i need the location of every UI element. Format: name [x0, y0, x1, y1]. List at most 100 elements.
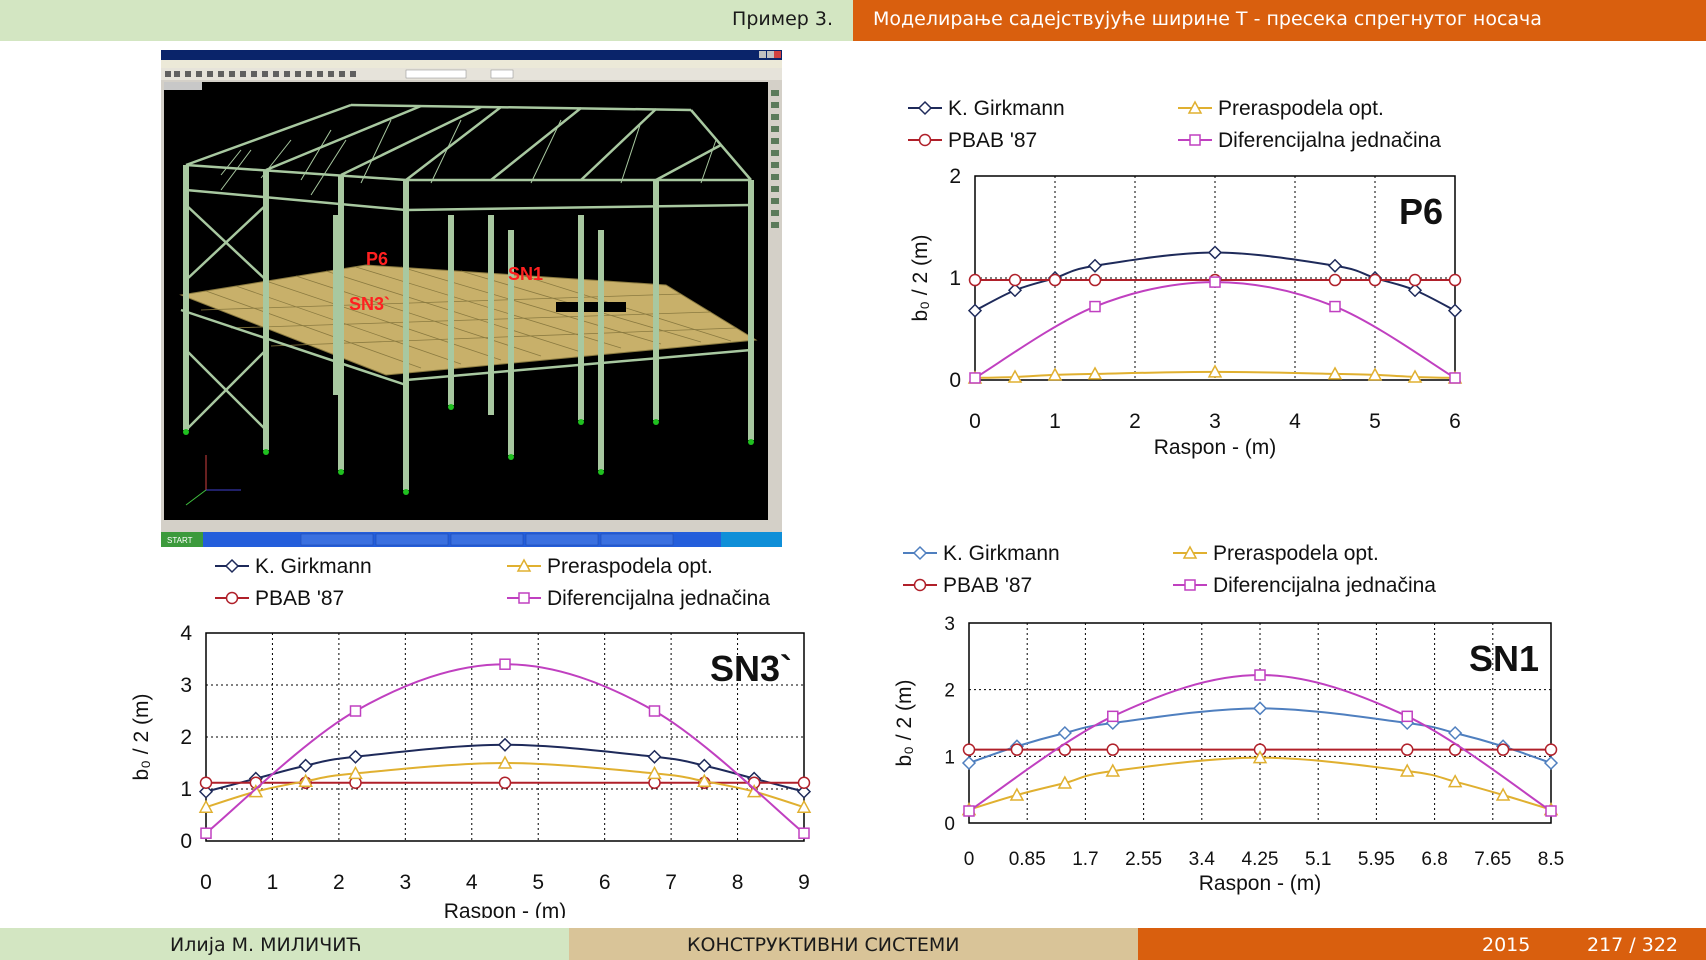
start-button [161, 532, 203, 547]
data-point [298, 773, 313, 787]
data-point [1107, 710, 1119, 723]
x-tick-label: 8 [732, 871, 744, 894]
data-point [1209, 276, 1221, 288]
data-point [348, 749, 363, 764]
x-tick-label: 5.95 [1358, 849, 1395, 870]
legend-label: Preraspodela opt. [1213, 542, 1379, 565]
model-screenshot: P6 SN3` SN1 START [161, 50, 782, 547]
x-tick-label: 1.7 [1072, 849, 1098, 870]
data-point [1207, 364, 1223, 378]
data-point [1010, 743, 1024, 756]
series-4 [969, 276, 1461, 384]
legend-marker [912, 545, 928, 561]
section-label: Пример 3. [732, 8, 833, 30]
legend-marker [1184, 579, 1196, 591]
data-point [961, 755, 977, 771]
data-point [349, 705, 362, 717]
data-point [1327, 258, 1343, 273]
data-point [1047, 367, 1063, 381]
data-point [1329, 300, 1341, 313]
x-tick-label: 6.8 [1421, 849, 1447, 870]
data-point [1087, 366, 1103, 380]
footer-course: КОНСТРУКТИВНИ СИСТЕМИ [687, 934, 960, 956]
data-point [1254, 669, 1266, 681]
legend-label: PBAB '87 [948, 129, 1037, 152]
legend-marker [516, 558, 532, 572]
data-point [648, 705, 661, 717]
data-point [1057, 725, 1072, 741]
footer-page-number: 217 / 322 [1587, 934, 1679, 956]
data-point [497, 737, 513, 752]
x-tick-label: 5 [1369, 410, 1381, 433]
series-4 [200, 658, 810, 839]
svg-text:START: START [167, 536, 193, 545]
steel-frame [183, 165, 754, 490]
data-point [1252, 701, 1268, 716]
y-tick-label: 1 [944, 747, 955, 768]
data-point [697, 758, 712, 773]
legend-label: Diferencijalna jednačina [547, 587, 770, 610]
y-axis-label: b₀ / 2 (m) [130, 694, 153, 781]
data-point [200, 827, 212, 839]
x-tick-label: 2.55 [1125, 849, 1162, 870]
x-tick-label: 1 [267, 871, 279, 894]
data-point [199, 776, 213, 790]
x-tick-label: 2 [333, 871, 345, 894]
legend-marker [918, 133, 932, 147]
data-point [969, 372, 981, 384]
data-point [499, 658, 511, 670]
y-tick-label: 2 [949, 165, 961, 188]
x-tick-label: 6 [599, 871, 611, 894]
data-point [796, 799, 812, 813]
chart-grid [969, 623, 1551, 823]
y-tick-label: 4 [180, 622, 192, 645]
data-point [1007, 283, 1023, 298]
legend-marker [225, 591, 239, 605]
chart-legend: K. Girkmann Preraspodela opt. PBAB '87 Dife… [215, 555, 770, 610]
data-point [1496, 743, 1510, 756]
toolbar [161, 68, 782, 80]
y-tick-label: 1 [180, 778, 192, 801]
legend-label: Preraspodela opt. [547, 555, 713, 578]
legend-marker [913, 578, 927, 592]
series-3 [198, 755, 812, 813]
x-tick-label: 1 [1049, 410, 1061, 433]
legend-marker [917, 100, 933, 116]
data-point [1087, 258, 1103, 273]
close-icon [774, 51, 781, 58]
data-point [1449, 372, 1461, 384]
legend-marker [1187, 100, 1203, 114]
legend-marker [1182, 545, 1198, 559]
x-axis-label: Raspon - (m) [444, 900, 567, 918]
x-tick-label: 0 [200, 871, 212, 894]
legend-marker [1189, 134, 1201, 146]
header-section-bar: Пример 3. [0, 0, 853, 41]
y-tick-label: 2 [180, 726, 192, 749]
data-point [1448, 273, 1462, 287]
chart-legend: K. Girkmann Preraspodela opt. PBAB '87 Dife… [903, 542, 1436, 597]
chart-legend: K. Girkmann Preraspodela opt. PBAB '87 Dife… [908, 97, 1441, 152]
chart-sn3: K. Girkmann Preraspodela opt. PBAB '87 Dife… [130, 555, 812, 918]
y-tick-label: 1 [949, 267, 961, 290]
data-point [1367, 367, 1383, 381]
data-point [968, 273, 982, 287]
data-point [1495, 787, 1511, 801]
y-tick-label: 0 [180, 830, 192, 853]
data-point [1008, 273, 1022, 287]
x-tick-label: 7 [665, 871, 677, 894]
plot-frame [968, 622, 1552, 824]
data-point [797, 776, 811, 790]
x-tick-label: 2 [1129, 410, 1141, 433]
footer-page-bar: 2015 217 / 322 [1138, 928, 1706, 960]
data-point [963, 805, 975, 817]
x-tick-label: 3.4 [1189, 849, 1216, 870]
footer-course-bar: КОНСТРУКТИВНИ СИСТЕМИ [569, 928, 1138, 960]
window-titlebar [161, 50, 782, 60]
data-point [1407, 369, 1423, 383]
chart-sn1: K. Girkmann Preraspodela opt. PBAB '87 Dife… [895, 542, 1564, 895]
data-point [1408, 273, 1422, 287]
chart-title: SN1 [1469, 638, 1539, 679]
x-tick-label: 4 [1289, 410, 1301, 433]
data-point [796, 784, 812, 799]
data-point [1057, 775, 1073, 789]
